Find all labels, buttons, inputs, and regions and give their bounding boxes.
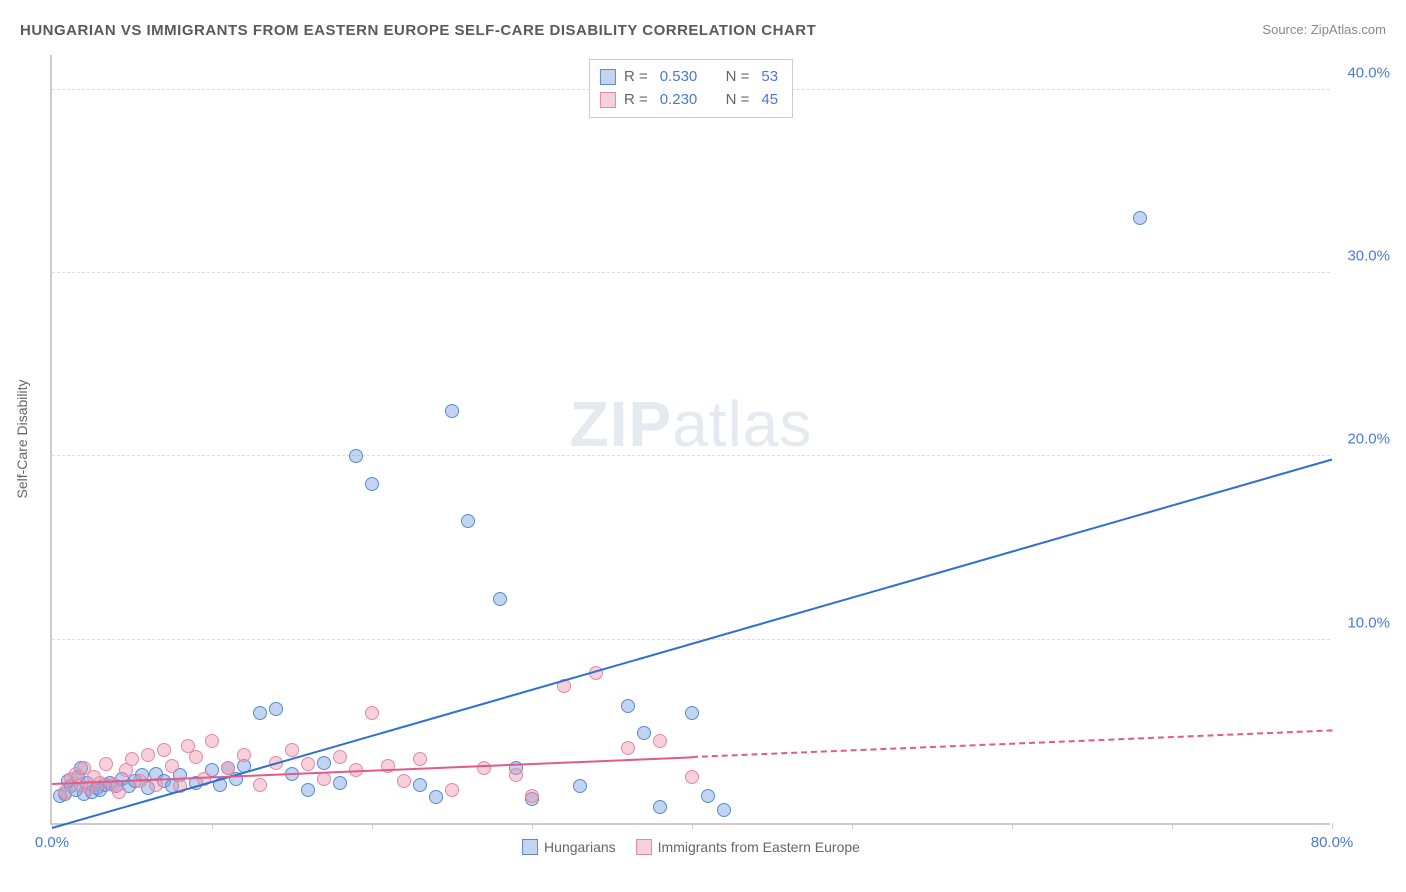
x-tick <box>692 823 693 829</box>
data-point <box>333 750 347 764</box>
data-point <box>429 790 443 804</box>
source-link[interactable]: ZipAtlas.com <box>1311 22 1386 37</box>
gridline-h <box>52 455 1330 456</box>
data-point <box>413 778 427 792</box>
legend-r-label: R = <box>624 89 648 112</box>
x-tick <box>372 823 373 829</box>
legend-n-value: 53 <box>761 66 778 89</box>
legend-series: Hungarians Immigrants from Eastern Europe <box>522 839 860 855</box>
data-point <box>253 778 267 792</box>
data-point <box>525 789 539 803</box>
watermark-bold: ZIP <box>570 388 673 460</box>
data-point <box>165 759 179 773</box>
legend-swatch <box>600 69 616 85</box>
data-point <box>413 752 427 766</box>
legend-correlation-row: R = 0.530 N = 53 <box>600 66 782 89</box>
data-point <box>317 756 331 770</box>
data-point <box>285 743 299 757</box>
data-point <box>573 779 587 793</box>
data-point <box>269 702 283 716</box>
trend-line <box>692 729 1332 758</box>
x-tick <box>1332 823 1333 829</box>
legend-r-value: 0.230 <box>660 89 698 112</box>
data-point <box>253 706 267 720</box>
data-point <box>112 785 126 799</box>
gridline-h <box>52 639 1330 640</box>
legend-swatch <box>636 839 652 855</box>
data-point <box>365 477 379 491</box>
data-point <box>637 726 651 740</box>
data-point <box>653 734 667 748</box>
data-point <box>205 734 219 748</box>
legend-correlation: R = 0.530 N = 53 R = 0.230 N = 45 <box>589 59 793 118</box>
data-point <box>237 748 251 762</box>
data-point <box>157 743 171 757</box>
data-point <box>685 770 699 784</box>
x-tick-label: 80.0% <box>1311 834 1354 851</box>
legend-n-label: N = <box>726 89 750 112</box>
data-point <box>333 776 347 790</box>
source-prefix: Source: <box>1262 22 1307 37</box>
y-tick-label: 10.0% <box>1347 614 1390 631</box>
legend-swatch <box>600 92 616 108</box>
data-point <box>141 748 155 762</box>
legend-series-item: Immigrants from Eastern Europe <box>636 839 860 855</box>
data-point <box>621 741 635 755</box>
x-tick <box>1012 823 1013 829</box>
x-tick <box>532 823 533 829</box>
data-point <box>301 757 315 771</box>
x-tick <box>1172 823 1173 829</box>
data-point <box>509 768 523 782</box>
y-tick-label: 30.0% <box>1347 248 1390 265</box>
legend-n-value: 45 <box>761 89 778 112</box>
watermark: ZIPatlas <box>570 387 813 461</box>
legend-series-label: Immigrants from Eastern Europe <box>658 839 860 855</box>
gridline-h <box>52 272 1330 273</box>
legend-series-label: Hungarians <box>544 839 616 855</box>
y-axis-title: Self-Care Disability <box>14 379 30 498</box>
data-point <box>125 752 139 766</box>
y-tick-label: 20.0% <box>1347 431 1390 448</box>
legend-n-label: N = <box>726 66 750 89</box>
data-point <box>365 706 379 720</box>
data-point <box>445 783 459 797</box>
x-tick <box>212 823 213 829</box>
watermark-rest: atlas <box>672 388 812 460</box>
data-point <box>1133 211 1147 225</box>
x-tick-label: 0.0% <box>35 834 69 851</box>
legend-r-value: 0.530 <box>660 66 698 89</box>
data-point <box>477 761 491 775</box>
y-tick-label: 40.0% <box>1347 64 1390 81</box>
data-point <box>685 706 699 720</box>
data-point <box>701 789 715 803</box>
source-label: Source: ZipAtlas.com <box>1262 22 1386 37</box>
data-point <box>221 761 235 775</box>
data-point <box>189 750 203 764</box>
data-point <box>58 785 72 799</box>
data-point <box>397 774 411 788</box>
data-point <box>621 699 635 713</box>
legend-series-item: Hungarians <box>522 839 616 855</box>
data-point <box>349 449 363 463</box>
data-point <box>301 783 315 797</box>
data-point <box>653 800 667 814</box>
data-point <box>317 772 331 786</box>
data-point <box>99 757 113 771</box>
x-tick <box>852 823 853 829</box>
legend-swatch <box>522 839 538 855</box>
scatter-plot: Self-Care Disability ZIPatlas R =0.530 N… <box>50 55 1330 825</box>
data-point <box>493 592 507 606</box>
legend-r-label: R = <box>624 66 648 89</box>
data-point <box>445 404 459 418</box>
data-point <box>461 514 475 528</box>
legend-correlation-row: R = 0.230 N = 45 <box>600 89 782 112</box>
data-point <box>717 803 731 817</box>
chart-title: HUNGARIAN VS IMMIGRANTS FROM EASTERN EUR… <box>20 22 816 39</box>
